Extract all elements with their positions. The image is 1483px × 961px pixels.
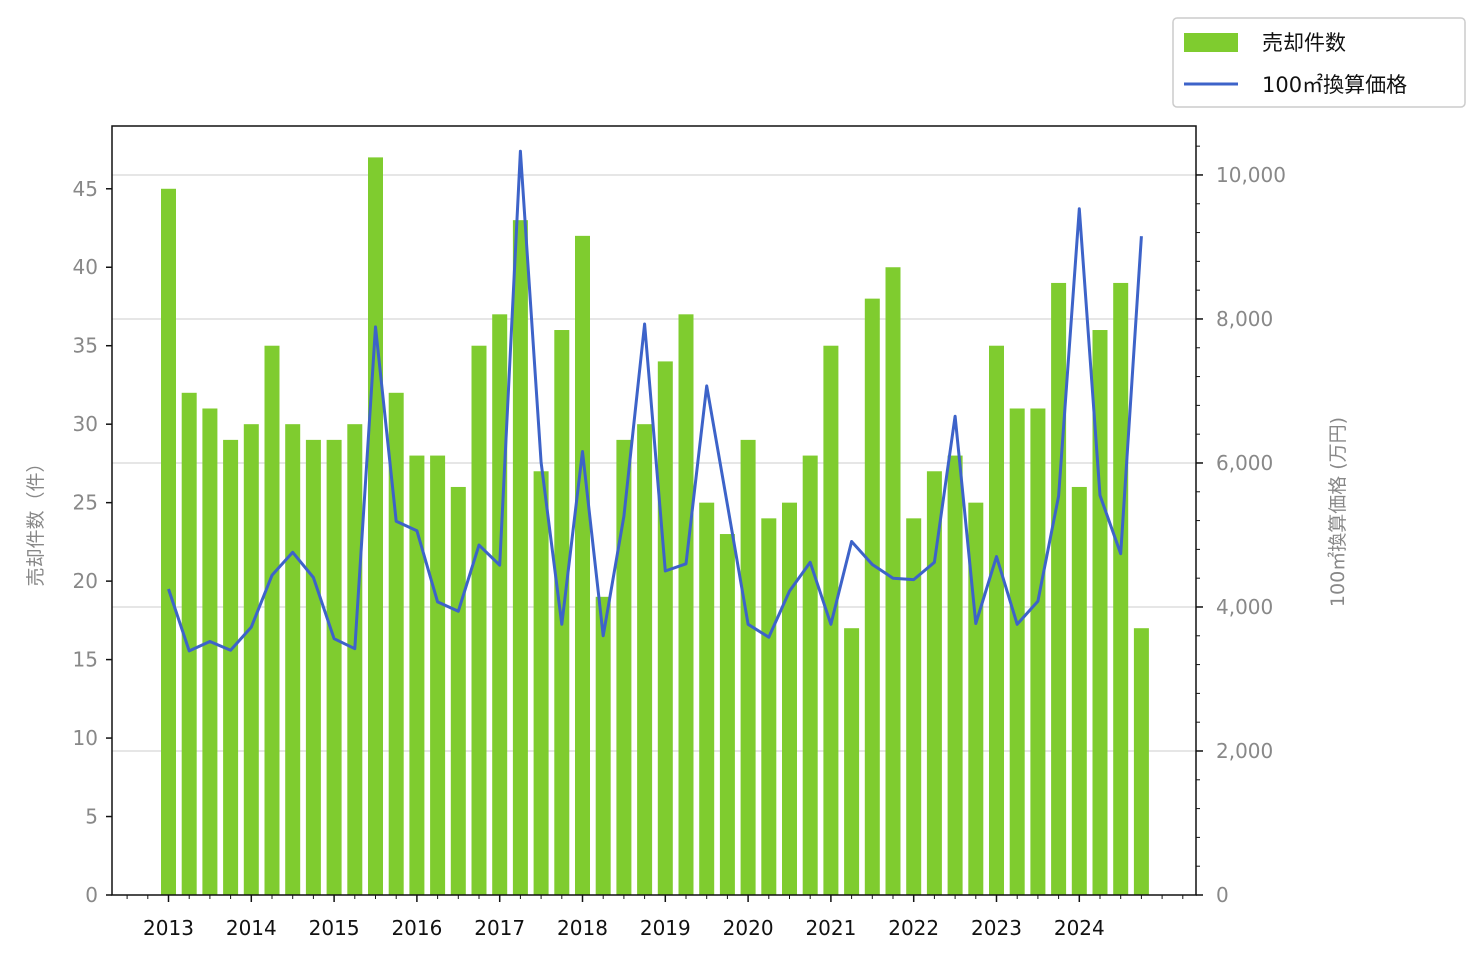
legend-box — [1172, 17, 1466, 108]
left-tick-label: 5 — [85, 805, 98, 829]
legend-swatch-bar — [1184, 33, 1238, 52]
plot-frame — [111, 125, 1197, 896]
bar — [678, 314, 694, 895]
bar — [947, 455, 963, 895]
bar — [450, 486, 466, 895]
bar — [326, 439, 342, 895]
bar — [637, 424, 653, 895]
bar — [161, 188, 176, 895]
x-tick-label: 2013 — [143, 916, 194, 940]
left-tick-label: 30 — [73, 412, 98, 436]
bar — [844, 628, 860, 895]
bar — [471, 345, 487, 895]
bar — [1133, 628, 1149, 895]
bar — [575, 235, 590, 895]
axes — [111, 125, 1197, 896]
right-tick-label: 4,000 — [1216, 595, 1273, 619]
bar — [347, 424, 363, 895]
bar — [595, 596, 611, 895]
y-axis-title-right: 100㎡換算価格 (万円) — [1326, 417, 1349, 607]
bar — [512, 220, 528, 895]
left-tick-label: 40 — [73, 255, 98, 279]
right-tick-label: 6,000 — [1216, 451, 1273, 475]
right-tick-label: 8,000 — [1216, 307, 1273, 331]
bar — [885, 267, 901, 896]
x-tick-label: 2017 — [474, 916, 525, 940]
bar-series — [161, 157, 1149, 896]
x-axis-ticks: 2013 2014 2015 2016 2017 2018 2019 2020 2021 2022… — [126, 895, 1184, 940]
bar — [492, 314, 508, 895]
bar — [699, 502, 715, 895]
x-tick-label: 2015 — [309, 916, 360, 940]
left-tick-label: 25 — [73, 491, 98, 515]
bar — [1009, 408, 1025, 895]
bar — [181, 392, 197, 895]
bar — [368, 157, 383, 895]
bar — [864, 298, 880, 895]
price-line — [167, 149, 1143, 653]
bar — [926, 471, 942, 895]
right-tick-label: 2,000 — [1216, 739, 1273, 763]
right-axis-ticks: 0 2,000 4,000 6,000 8,000 10,000 — [1196, 145, 1286, 907]
bar — [264, 345, 280, 895]
x-tick-label: 2023 — [971, 916, 1022, 940]
bar — [1030, 408, 1046, 895]
x-tick-label: 2024 — [1054, 916, 1105, 940]
left-tick-label: 35 — [73, 334, 98, 358]
bar — [906, 518, 922, 895]
x-tick-label: 2021 — [805, 916, 856, 940]
bar — [202, 408, 218, 895]
right-tick-label: 10,000 — [1216, 163, 1286, 187]
bar — [1092, 330, 1108, 896]
x-tick-label: 2019 — [640, 916, 691, 940]
bar — [533, 471, 549, 895]
left-axis-ticks: 0 5 10 15 20 25 30 35 40 45 — [73, 177, 112, 907]
left-tick-label: 45 — [73, 177, 98, 201]
bar — [802, 455, 818, 895]
x-tick-label: 2020 — [723, 916, 774, 940]
bar — [740, 439, 756, 895]
bar — [761, 518, 777, 895]
left-tick-label: 15 — [73, 648, 98, 672]
bar — [409, 455, 425, 895]
bar — [285, 424, 301, 895]
bar — [243, 424, 259, 895]
bar — [1051, 282, 1067, 895]
left-tick-label: 0 — [85, 883, 98, 907]
x-tick-label: 2018 — [557, 916, 608, 940]
x-tick-label: 2016 — [391, 916, 442, 940]
bar — [305, 439, 321, 895]
bar — [223, 439, 239, 895]
bar — [989, 345, 1004, 895]
line-series — [167, 149, 1143, 653]
x-tick-label: 2022 — [888, 916, 939, 940]
left-tick-label: 20 — [73, 569, 98, 593]
bar — [782, 502, 797, 895]
bar — [1113, 282, 1129, 895]
legend: 売却件数 100㎡換算価格 — [1172, 17, 1466, 108]
left-tick-label: 10 — [73, 726, 98, 750]
bar — [388, 392, 404, 895]
bar — [719, 534, 735, 895]
legend-label-bar: 売却件数 — [1262, 31, 1346, 55]
bar — [430, 455, 446, 895]
right-tick-label: 0 — [1216, 883, 1229, 907]
y-axis-title-left: 売却件数（件） — [25, 453, 47, 586]
bar — [1071, 486, 1087, 895]
bar — [657, 361, 673, 895]
x-tick-label: 2014 — [226, 916, 277, 940]
bar — [616, 439, 632, 895]
legend-label-line: 100㎡換算価格 — [1262, 73, 1407, 97]
